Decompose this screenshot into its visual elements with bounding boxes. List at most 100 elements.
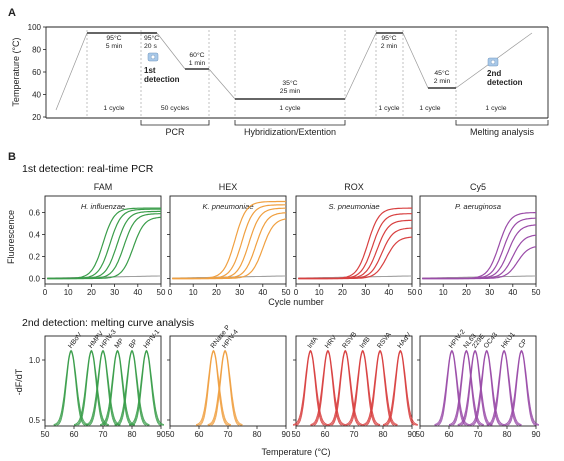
x-tick-label: 0 <box>43 288 48 297</box>
step3-time: 1 min <box>189 60 206 67</box>
x-tick-label: 60 <box>70 430 79 439</box>
peak-rsva <box>362 349 398 425</box>
stage-melting: Melting analysis <box>470 127 535 137</box>
x-tick-label: 60 <box>445 430 454 439</box>
y-tick-label: 1.0 <box>29 356 41 365</box>
x-tick-label: 80 <box>253 430 262 439</box>
x-tick-label: 30 <box>235 288 244 297</box>
x-tick-label: 50 <box>282 288 291 297</box>
x-tick-label: 10 <box>189 288 198 297</box>
x-tick-label: 10 <box>315 288 324 297</box>
x-tick-label: 20 <box>338 288 347 297</box>
cycles-hybridization: 1 cycle <box>279 105 300 112</box>
peak-label: InfA <box>307 336 320 350</box>
x-tick-label: 40 <box>133 288 142 297</box>
amplification-curve-2 <box>298 213 412 280</box>
amplification-curve-3 <box>422 224 536 280</box>
peak-hmpv <box>73 350 109 426</box>
channel-title: ROX <box>344 182 364 192</box>
amplification-curve-4 <box>298 227 413 280</box>
ramp-1 <box>55 32 88 111</box>
amplification-curve-4 <box>47 213 161 280</box>
cycles-hold-45: 1 cycle <box>419 105 440 112</box>
peak-hadv <box>382 350 418 426</box>
amplification-plot-rox: ROX S. pneumoniae 0 10 20 30 40 50 <box>293 182 417 297</box>
peak-label: BP <box>128 338 139 350</box>
melt-x-axis-title: Temperature (°C) <box>261 447 330 457</box>
step2-time: 20 s <box>144 43 157 50</box>
plot-frame <box>295 195 413 285</box>
camera-lens-icon-1 <box>150 54 156 60</box>
peak-hrv <box>310 349 346 425</box>
step6-temp: 45°C <box>434 69 449 77</box>
peak-rsvb <box>327 349 363 425</box>
x-tick-label: 50 <box>408 288 417 297</box>
amplification-curve-5 <box>47 216 162 280</box>
x-tick-label: 0 <box>418 288 423 297</box>
ramp-3 <box>208 68 236 100</box>
peak-infa <box>293 349 328 425</box>
peak-label: RSVA <box>376 331 393 350</box>
peak-label: HBoV <box>67 331 84 350</box>
x-tick-label: 0 <box>294 288 299 297</box>
x-tick-label: 10 <box>439 288 448 297</box>
x-tick-label: 80 <box>128 430 137 439</box>
ramp-2 <box>156 32 186 70</box>
x-tick-label: 80 <box>379 430 388 439</box>
peak-rnase-p <box>196 349 231 425</box>
x-tick-label: 70 <box>224 430 233 439</box>
x-tick-label: 90 <box>408 430 417 439</box>
plot-frame <box>169 335 287 427</box>
y-tick-label: 0.2 <box>29 253 41 262</box>
amplification-curve-2 <box>47 208 161 280</box>
step3-temp: 60°C <box>189 51 204 59</box>
second-detection-line1: 2nd <box>487 69 501 78</box>
realtime-pcr-title: 1st detection: real-time PCR <box>22 163 154 175</box>
peak-hpiv-3 <box>85 349 121 425</box>
x-tick-label: 90 <box>282 430 291 439</box>
step5-time: 2 min <box>381 43 398 50</box>
peak-label: HAdV <box>396 331 413 350</box>
amplification-curve-4 <box>172 212 287 280</box>
x-tick-label: 30 <box>361 288 370 297</box>
y-tick-label: 0.0 <box>29 275 41 284</box>
x-tick-label: 40 <box>384 288 393 297</box>
amplification-curve-1 <box>47 207 161 280</box>
panel-a-y-axis-title: Temperature (°C) <box>11 37 21 106</box>
channel-title: FAM <box>94 182 113 192</box>
melting-bracket <box>455 120 549 126</box>
step1-temp: 95°C <box>106 34 121 42</box>
step6-time: 2 min <box>434 78 451 85</box>
amplification-plot-hex: HEX K. pneumoniae 0 10 20 30 40 50 <box>167 182 291 297</box>
peak-hpiv-4 <box>207 350 243 426</box>
peak-hbov <box>53 350 89 426</box>
amplification-curve-4 <box>422 234 537 280</box>
x-tick-label: 50 <box>157 288 166 297</box>
step5-temp: 95°C <box>381 34 396 42</box>
peak-hmpv <box>73 349 109 425</box>
peak-label: CP <box>518 338 530 350</box>
x-tick-label: 40 <box>508 288 517 297</box>
x-tick-label: 20 <box>87 288 96 297</box>
x-tick-label: 50 <box>166 430 175 439</box>
amplification-curve-1 <box>172 200 286 280</box>
y-tick-label-40: 40 <box>32 91 41 100</box>
amplification-plot-cy5: Cy5 P. aeruginosa 0 10 20 30 40 50 <box>417 182 541 297</box>
step1-time: 5 min <box>106 43 123 50</box>
x-tick-label: 20 <box>212 288 221 297</box>
thermal-profile-chart: 100 80 60 40 20 Temperature (°C) 95°C 5 … <box>11 23 549 137</box>
peak-hpiv-4 <box>207 349 243 425</box>
stage-pcr: PCR <box>165 127 185 137</box>
y-tick-label-60: 60 <box>32 68 41 77</box>
cycles-pcr: 50 cycles <box>161 105 190 112</box>
x-tick-label: 50 <box>41 430 50 439</box>
peak-oc43 <box>469 349 505 425</box>
stage-hybridization: Hybridization/Extention <box>244 127 336 137</box>
x-tick-label: 50 <box>416 430 425 439</box>
pcr-bracket <box>140 120 210 126</box>
first-detection-line2: detection <box>144 75 180 84</box>
amplification-curve-3 <box>298 219 412 280</box>
